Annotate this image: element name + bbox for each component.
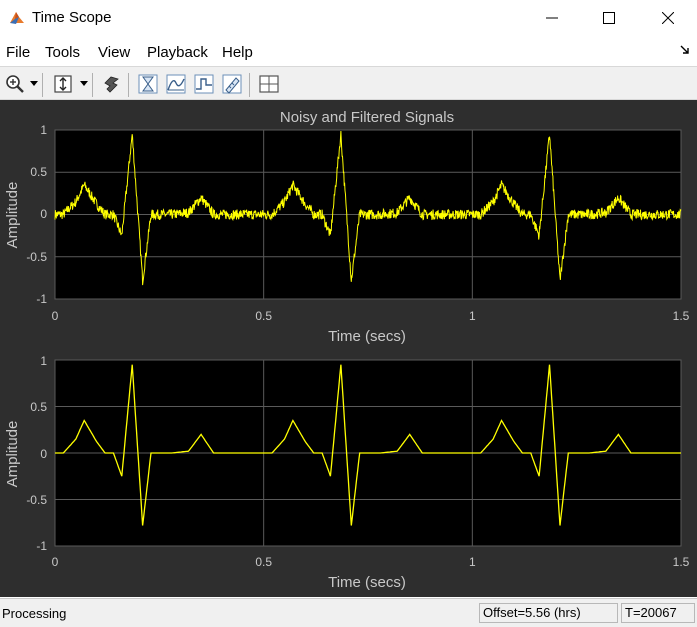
x-tick-label: 0.5 (255, 555, 272, 569)
peak-finder-icon[interactable] (221, 73, 243, 95)
window-title: Time Scope (32, 9, 112, 26)
close-button[interactable] (639, 0, 697, 36)
status-text: Processing (2, 606, 67, 621)
time-readout: T=20067 (621, 603, 695, 623)
y-tick-label: 0 (40, 207, 47, 221)
minimize-icon (546, 17, 558, 19)
cursor-measurements-icon[interactable] (165, 73, 187, 95)
y-tick-label: -0.5 (26, 493, 47, 507)
y-tick-label: 0.5 (30, 165, 47, 179)
x-tick-label: 0 (52, 555, 59, 569)
toolbar-separator (42, 73, 43, 97)
signal-statistics-icon[interactable] (193, 73, 215, 95)
y-axis-label: Amplitude (4, 182, 21, 249)
x-tick-label: 0 (52, 309, 59, 323)
y-tick-label: 1 (40, 123, 47, 137)
x-tick-label: 1.5 (673, 309, 690, 323)
y-axis-label: Amplitude (4, 421, 21, 488)
toolbar-separator (92, 73, 93, 97)
scope-plots: Noisy and Filtered Signals 0 0.5 1 1.5 1… (4, 109, 690, 591)
title-bar: Time Scope (0, 0, 697, 36)
scale-axes-icon[interactable] (52, 73, 74, 95)
y-tick-label: 0.5 (30, 400, 47, 414)
filtered-signal-line (55, 364, 681, 526)
y-tick-label: 1 (40, 354, 47, 368)
noisy-signal-line (54, 130, 682, 286)
layout-icon[interactable] (258, 73, 280, 95)
y-tick-label: -1 (36, 539, 47, 553)
highlight-simulink-icon[interactable] (101, 73, 123, 95)
triggers-icon[interactable] (137, 73, 159, 95)
x-tick-label: 1.5 (673, 555, 690, 569)
top-axes: Noisy and Filtered Signals 0 0.5 1 1.5 1… (4, 109, 690, 345)
menu-view[interactable]: View (98, 44, 131, 61)
menu-tools[interactable]: Tools (45, 44, 81, 61)
x-axis-label: Time (secs) (328, 328, 406, 345)
maximize-button[interactable] (580, 0, 638, 36)
y-tick-label: -1 (36, 292, 47, 306)
offset-readout: Offset=5.56 (hrs) (479, 603, 618, 623)
matlab-icon (10, 12, 24, 24)
undock-arrow-icon[interactable] (679, 44, 691, 56)
maximize-icon (603, 12, 615, 24)
x-tick-label: 0.5 (255, 309, 272, 323)
plot-title: Noisy and Filtered Signals (280, 109, 454, 126)
menu-playback[interactable]: Playback (147, 44, 208, 61)
y-tick-label: -0.5 (26, 250, 47, 264)
zoom-in-icon[interactable] (4, 73, 26, 95)
x-tick-label: 1 (469, 555, 476, 569)
status-bar: Processing Offset=5.56 (hrs) T=20067 (0, 598, 697, 627)
menu-help[interactable]: Help (222, 44, 253, 61)
bottom-axes: 0 0.5 1 1.5 1 0.5 0 -0.5 -1 Time (secs) … (4, 354, 690, 591)
x-axis-label: Time (secs) (328, 574, 406, 591)
y-tick-label: 0 (40, 447, 47, 461)
close-icon (662, 12, 674, 24)
toolbar-separator (249, 73, 250, 97)
scope-display: Noisy and Filtered Signals 0 0.5 1 1.5 1… (0, 100, 697, 597)
toolbar (0, 66, 697, 100)
minimize-button[interactable] (523, 0, 581, 36)
zoom-dropdown-arrow[interactable] (30, 81, 38, 86)
toolbar-separator (128, 73, 129, 97)
x-tick-label: 1 (469, 309, 476, 323)
scale-dropdown-arrow[interactable] (80, 81, 88, 86)
menu-file[interactable]: File (6, 44, 31, 61)
menu-bar: File Tools View Playback Help (0, 40, 697, 64)
